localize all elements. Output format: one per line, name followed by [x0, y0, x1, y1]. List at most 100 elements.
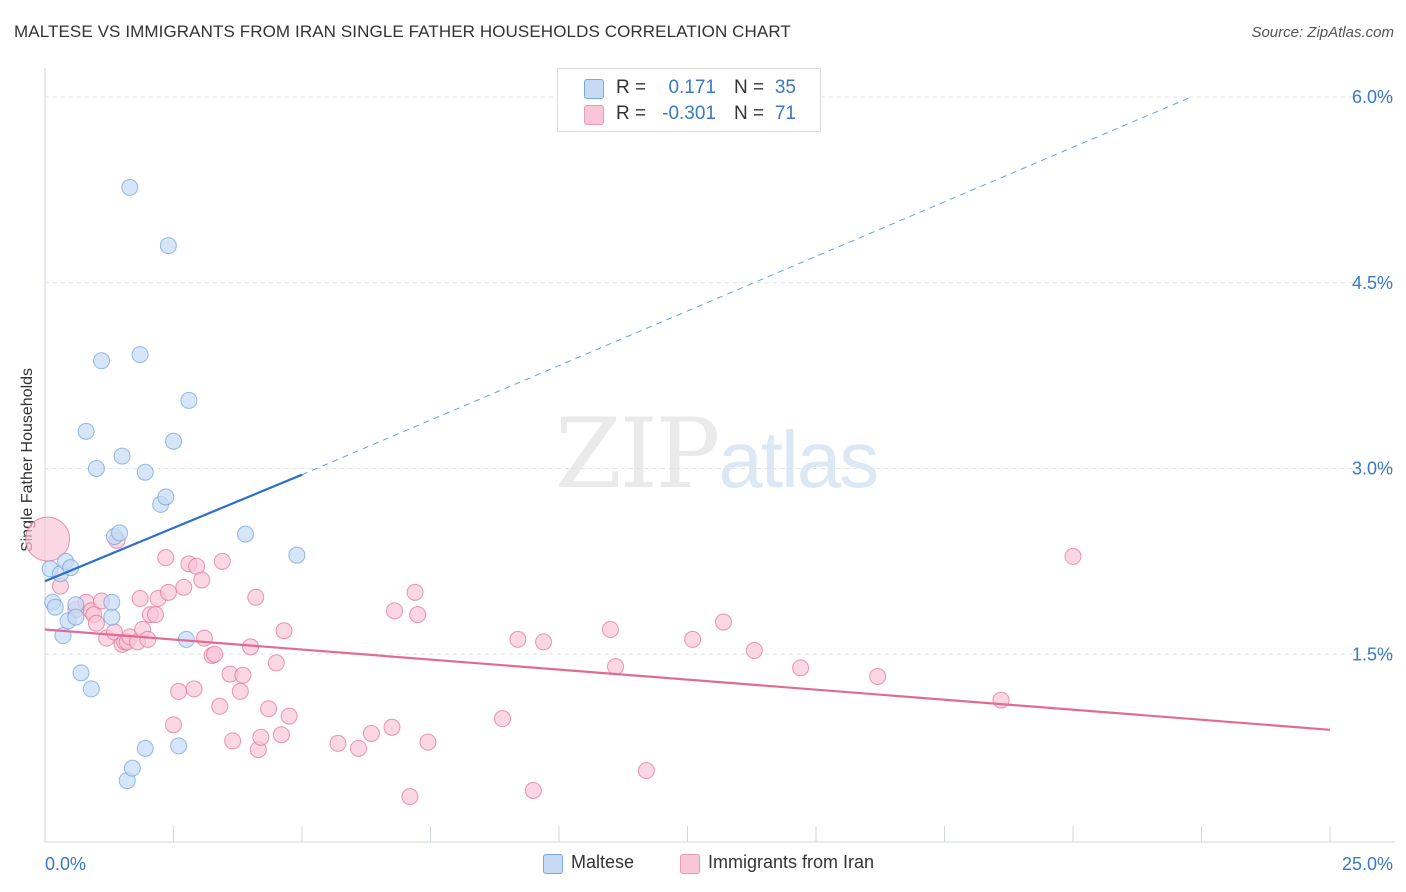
data-point-maltese [103, 608, 121, 626]
x-tick-label: 25.0% [1342, 854, 1393, 874]
legend-swatch-iran [680, 854, 700, 874]
data-point-maltese [157, 488, 175, 506]
data-point-maltese [77, 422, 95, 440]
data-point-iran [992, 691, 1010, 709]
data-point-maltese [159, 237, 177, 255]
data-point-iran [231, 682, 249, 700]
data-point-iran [139, 630, 157, 648]
data-point-maltese [170, 737, 188, 755]
watermark: ZIPatlas [555, 398, 879, 510]
data-point-iran [684, 630, 702, 648]
chart-title: MALTESE VS IMMIGRANTS FROM IRAN SINGLE F… [14, 22, 791, 41]
legend-label-maltese: Maltese [571, 852, 635, 872]
data-point-iran [159, 583, 177, 601]
data-point-iran [267, 654, 285, 672]
data-point-iran [147, 606, 165, 624]
legend-swatch-iran [584, 105, 604, 125]
data-point-iran [170, 682, 188, 700]
data-point-iran [406, 583, 424, 601]
data-point-maltese [136, 463, 154, 481]
data-point-maltese [131, 346, 149, 364]
data-point-iran [493, 710, 511, 728]
data-point-iran [535, 633, 553, 651]
data-point-maltese [136, 739, 154, 757]
data-point-iran [386, 602, 404, 620]
trendline-iran [44, 628, 1331, 731]
data-point-iran [869, 668, 887, 686]
data-point-maltese [103, 593, 121, 611]
data-point-iran [206, 645, 224, 663]
data-point-iran [524, 781, 542, 799]
data-point-maltese [165, 432, 182, 450]
y-tick-label: 4.5% [1352, 273, 1393, 293]
legend-n-label: N = [734, 103, 765, 124]
data-point-maltese [67, 608, 85, 626]
data-point-iran [1064, 547, 1082, 565]
x-tick-label: 0.0% [45, 854, 86, 874]
data-point-iran [131, 590, 149, 608]
legend-swatch-maltese [543, 854, 563, 874]
data-point-maltese [82, 680, 100, 698]
data-point-iran [329, 734, 347, 752]
data-point-iran [401, 788, 419, 806]
data-point-iran [157, 549, 175, 567]
data-point-maltese [236, 525, 254, 543]
data-point-maltese [93, 352, 111, 370]
data-point-iran [745, 642, 763, 660]
y-tick-label: 3.0% [1352, 459, 1393, 479]
trendline-maltese [44, 473, 303, 583]
data-point-iran [272, 726, 290, 744]
legend-swatch-maltese [584, 79, 604, 99]
data-point-iran [792, 659, 810, 677]
data-point-maltese [87, 460, 105, 477]
data-point-iran [193, 571, 211, 589]
data-point-iran [383, 718, 401, 736]
data-point-maltese [121, 178, 139, 196]
data-point-maltese [123, 759, 141, 777]
data-point-iran [185, 680, 203, 698]
data-point-iran [280, 707, 298, 725]
legend-row-iran: R = -0.301 N = 71 [558, 101, 820, 127]
data-point-iran [87, 614, 105, 632]
data-point-iran [211, 697, 229, 715]
data-point-iran [195, 629, 213, 647]
data-point-iran [175, 578, 193, 596]
legend-label-iran: Immigrants from Iran [708, 852, 875, 872]
source-label: Source: ZipAtlas.com [1251, 24, 1394, 41]
data-point-iran [165, 716, 182, 734]
legend-n-label: N = [734, 77, 765, 98]
data-point-iran [419, 733, 437, 751]
data-point-iran [350, 739, 368, 757]
correlation-legend: R = 0.171 N = 35 R = -0.301 N = 71 [557, 68, 821, 132]
y-tick-label: 6.0% [1352, 87, 1393, 107]
data-point-maltese [113, 447, 131, 465]
data-point-iran [252, 728, 270, 746]
legend-n-value: 71 [774, 103, 796, 124]
data-point-iran [224, 732, 242, 750]
data-point-iran [509, 630, 527, 648]
legend-r-value: -0.301 [662, 103, 716, 124]
data-point-iran [275, 622, 293, 640]
data-point-iran [247, 588, 265, 606]
data-point-iran [260, 700, 278, 718]
legend-r-label: R = [616, 103, 647, 124]
legend-r-value: 0.171 [668, 77, 716, 98]
data-point-iran [714, 613, 732, 631]
y-tick-label: 1.5% [1352, 644, 1393, 664]
data-point-maltese [72, 664, 90, 682]
legend-r-label: R = [616, 77, 647, 98]
series-legend: Maltese Immigrants from Iran [0, 852, 1406, 878]
watermark-atlas: atlas [718, 415, 879, 504]
data-point-iran [362, 725, 380, 743]
data-point-iran [601, 620, 619, 638]
data-point-maltese [288, 546, 306, 564]
data-point-maltese [111, 524, 129, 542]
data-point-maltese [180, 391, 198, 409]
data-point-iran [637, 762, 655, 780]
legend-n-value: 35 [774, 77, 796, 98]
legend-row-maltese: R = 0.171 N = 35 [558, 75, 820, 101]
data-point-iran [213, 552, 231, 570]
data-point-maltese [46, 598, 64, 616]
data-point-iran [409, 606, 427, 624]
